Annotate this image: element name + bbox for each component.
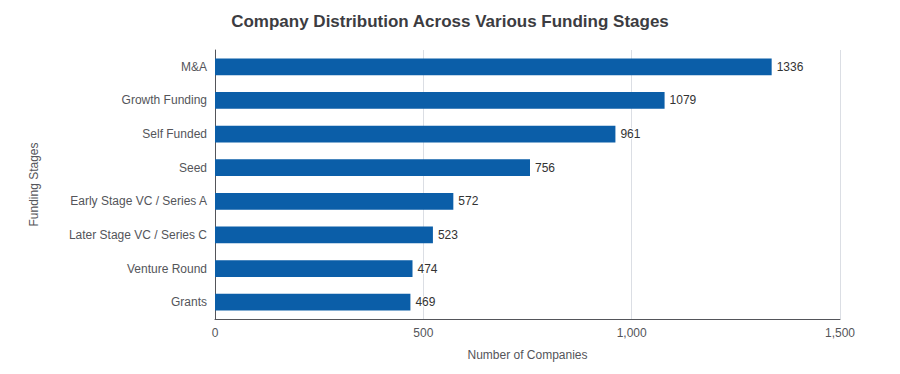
svg-text:Funding Stages: Funding Stages xyxy=(27,142,41,226)
svg-text:Early Stage VC / Series A: Early Stage VC / Series A xyxy=(70,194,207,208)
svg-text:1,000: 1,000 xyxy=(617,326,647,340)
svg-text:Seed: Seed xyxy=(179,161,207,175)
svg-text:756: 756 xyxy=(535,161,555,175)
svg-text:572: 572 xyxy=(458,194,478,208)
svg-text:500: 500 xyxy=(413,326,433,340)
svg-text:523: 523 xyxy=(438,228,458,242)
svg-text:Number of Companies: Number of Companies xyxy=(467,348,587,362)
svg-text:Grants: Grants xyxy=(171,295,207,309)
svg-text:469: 469 xyxy=(415,295,435,309)
svg-text:Growth Funding: Growth Funding xyxy=(122,93,207,107)
svg-text:M&A: M&A xyxy=(181,60,207,74)
svg-text:1,500: 1,500 xyxy=(825,326,855,340)
svg-text:Later Stage VC / Series C: Later Stage VC / Series C xyxy=(69,228,207,242)
svg-text:Company Distribution Across Va: Company Distribution Across Various Fund… xyxy=(231,12,669,31)
svg-text:1336: 1336 xyxy=(777,60,804,74)
svg-text:474: 474 xyxy=(418,262,438,276)
svg-text:0: 0 xyxy=(212,326,219,340)
svg-text:Venture Round: Venture Round xyxy=(127,262,207,276)
svg-text:961: 961 xyxy=(620,127,640,141)
svg-text:Self Funded: Self Funded xyxy=(142,127,207,141)
svg-text:1079: 1079 xyxy=(670,93,697,107)
